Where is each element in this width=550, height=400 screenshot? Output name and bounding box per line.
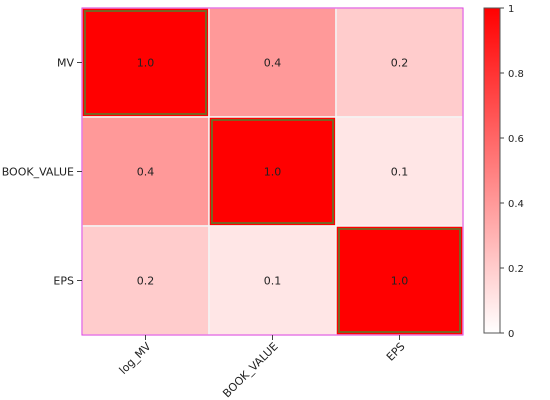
cell-value-label: 0.2: [137, 275, 155, 288]
diagonal-cell-outline: [84, 10, 207, 115]
y-axis-labels: MV BOOK_VALUE EPS: [2, 57, 82, 288]
colorbar-gradient: [483, 7, 501, 334]
cell-value-label: 0.1: [264, 275, 282, 288]
colorbar-tick-label: 0: [508, 329, 514, 340]
cell-value-label: 0.2: [391, 57, 409, 70]
diagonal-cell-outline: [338, 228, 461, 333]
x-tick-label: EPS: [384, 340, 408, 364]
cell-value-label: 0.4: [264, 57, 282, 70]
heatmap-cell: [208, 7, 337, 118]
cell-value-label: 1.0: [391, 275, 409, 288]
cell-value-label: 0.4: [137, 166, 155, 179]
x-tick-label: BOOK_VALUE: [220, 340, 280, 400]
colorbar-tick-label: 0.8: [508, 69, 524, 80]
diagonal-cell-outline: [211, 119, 334, 224]
x-axis-labels: log_MV BOOK_VALUE EPS: [117, 335, 408, 400]
y-tick-label: BOOK_VALUE: [2, 166, 74, 179]
heatmap-cell-labels: 1.0 0.4 0.2 0.4 1.0 0.1 0.2 0.1 1.0: [137, 57, 409, 288]
heatmap-cell: [335, 116, 464, 227]
colorbar-tick-label: 0.4: [508, 199, 524, 210]
heatmap-cell: [81, 225, 210, 336]
colorbar-tick-label: 0.2: [508, 264, 524, 275]
colorbar: 0 0.2 0.4 0.6 0.8 1: [483, 4, 524, 340]
cell-value-label: 1.0: [264, 166, 282, 179]
heatmap-cells: [81, 7, 464, 336]
heatmap-cell: [81, 7, 210, 118]
y-tick-label: MV: [57, 57, 74, 70]
x-tick-label: log_MV: [117, 340, 154, 377]
colorbar-tick-label: 0.6: [508, 134, 524, 145]
y-tick-label: EPS: [53, 275, 74, 288]
cell-value-label: 0.1: [391, 166, 409, 179]
colorbar-tick-label: 1: [508, 4, 514, 15]
cell-value-label: 1.0: [137, 57, 155, 70]
